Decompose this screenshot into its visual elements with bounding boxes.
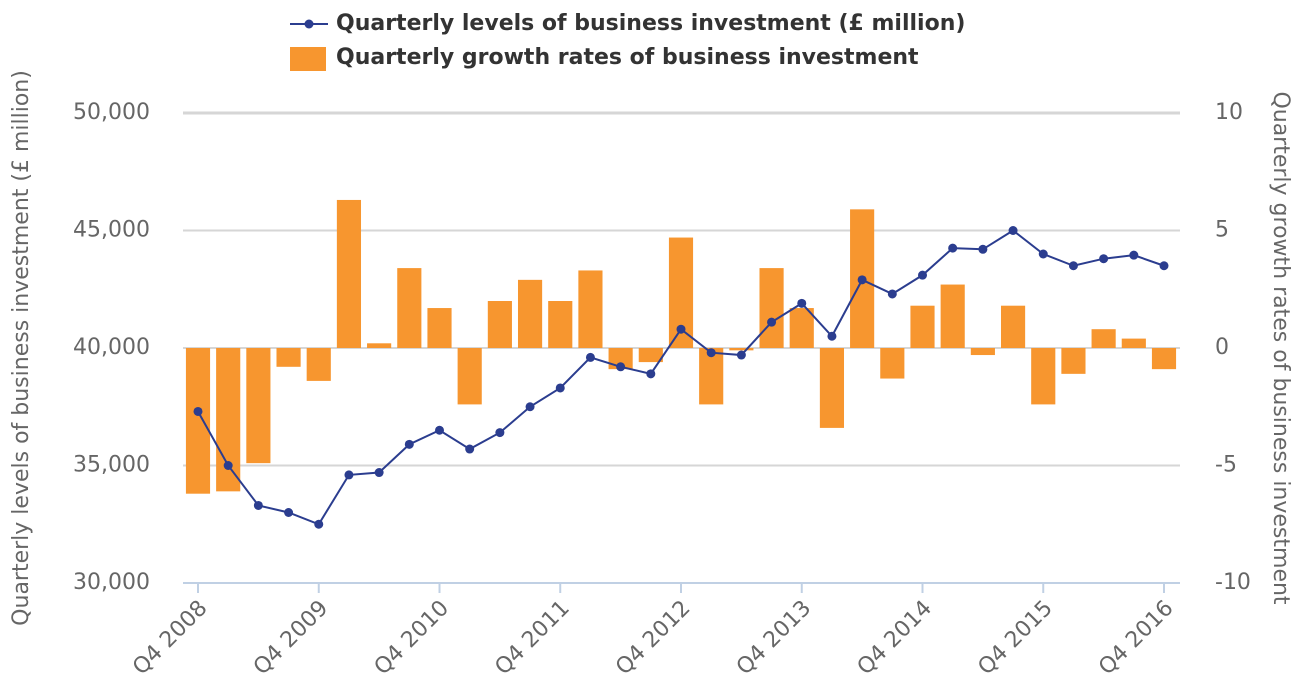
y-tick-label: 30,000 (73, 570, 150, 595)
bar (638, 348, 663, 363)
bar (336, 199, 362, 348)
point (404, 439, 414, 449)
legend-label: Quarterly growth rates of business inves… (336, 45, 919, 70)
point (555, 383, 565, 393)
point (767, 317, 777, 327)
point (676, 324, 686, 334)
y-tick-label: 35,000 (73, 453, 150, 478)
y2-tick-label: -10 (1215, 570, 1251, 595)
point (374, 468, 384, 478)
x-tick-label: Q4 2008 (128, 596, 212, 680)
bar (185, 348, 211, 494)
y-tick-label: 45,000 (73, 218, 150, 243)
point (253, 500, 263, 510)
point (1008, 226, 1018, 235)
point (1129, 250, 1139, 260)
x-tick-label: Q4 2011 (490, 596, 574, 680)
bar (487, 301, 512, 348)
point (525, 402, 535, 412)
legend-swatch (290, 47, 326, 71)
x-tick-label: Q4 2013 (732, 596, 816, 680)
bar (759, 268, 784, 348)
point (193, 406, 203, 416)
legend-label: Quarterly levels of business investment … (336, 11, 965, 36)
point (223, 461, 233, 470)
bar (427, 308, 452, 348)
bar (1031, 348, 1056, 405)
bar (397, 268, 422, 348)
point (616, 362, 626, 372)
bar (940, 284, 965, 348)
point (857, 275, 867, 285)
point (585, 352, 595, 362)
legend-marker (304, 19, 314, 29)
bar (367, 343, 392, 348)
point (1099, 254, 1109, 264)
bar (457, 348, 482, 405)
point (978, 244, 988, 254)
y-tick-label: 50,000 (73, 100, 150, 125)
bar (1121, 338, 1146, 348)
x-tick-label: Q4 2016 (1094, 596, 1178, 680)
point (918, 270, 927, 280)
bar (819, 348, 845, 428)
point (948, 243, 958, 253)
x-tick-label: Q4 2010 (370, 596, 454, 680)
point (887, 289, 897, 299)
y2-tick-label: -5 (1215, 453, 1237, 478)
point (1068, 261, 1078, 271)
point (827, 331, 837, 341)
bar (910, 305, 935, 348)
bar (880, 348, 905, 379)
point (435, 425, 444, 435)
bar (1061, 348, 1086, 374)
bar (548, 301, 573, 348)
point (1159, 261, 1169, 271)
y2-tick-label: 0 (1215, 335, 1229, 360)
point (284, 508, 294, 517)
point (465, 444, 475, 454)
y2-axis-title: Quarterly growth rates of business inves… (1268, 91, 1293, 604)
point (646, 369, 656, 379)
bar (1000, 305, 1026, 348)
bar (970, 348, 995, 356)
bar (1151, 348, 1177, 370)
bar (246, 348, 271, 464)
y2-tick-label: 10 (1215, 100, 1243, 125)
y-tick-label: 40,000 (73, 335, 150, 360)
bar (276, 348, 301, 367)
bar (729, 348, 754, 351)
x-tick-label: Q4 2015 (973, 596, 1057, 680)
point (495, 428, 505, 438)
bar (306, 348, 331, 381)
point (314, 519, 324, 529)
point (344, 470, 354, 480)
bar (517, 279, 543, 348)
x-tick-label: Q4 2009 (249, 596, 333, 680)
bar (789, 308, 814, 348)
bar (1091, 329, 1116, 348)
x-tick-label: Q4 2014 (853, 596, 937, 680)
point (706, 348, 716, 358)
point (736, 350, 746, 360)
y2-tick-label: 5 (1215, 218, 1229, 243)
y-axis-title: Quarterly levels of business investment … (9, 70, 34, 626)
x-tick-label: Q4 2012 (611, 596, 695, 680)
point (1038, 249, 1048, 259)
bar (578, 270, 603, 348)
bar (608, 348, 633, 370)
bar (699, 348, 724, 405)
point (797, 298, 807, 308)
